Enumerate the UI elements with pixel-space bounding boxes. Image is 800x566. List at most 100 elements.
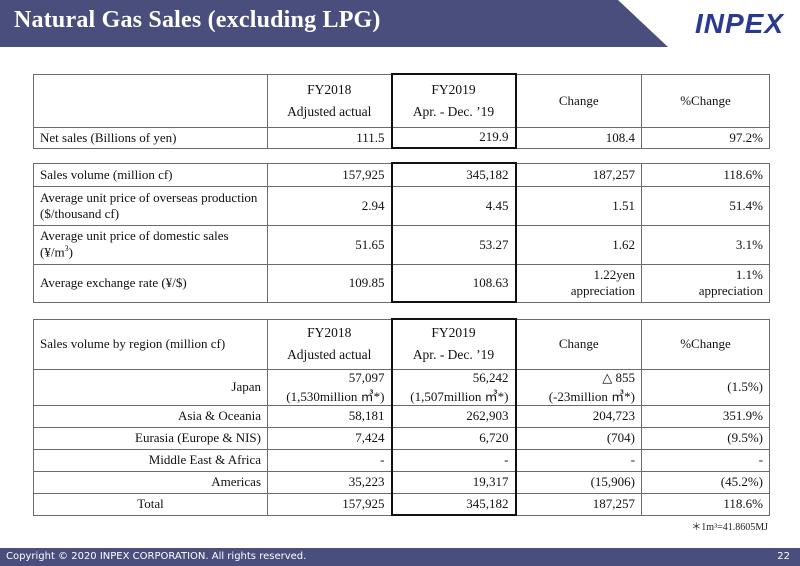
region-header-fy2019-sub: Apr. - Dec. ’19 [412,347,495,363]
header-fy2019: FY2019 Apr. - Dec. ’19 [390,73,517,128]
title-bar: Natural Gas Sales (excluding LPG) INPEX [0,0,800,47]
table-row: Japan 57,097 (1,530million ㎥*) 56,242 (1,5… [33,368,770,406]
header-fy2018-sub: Adjusted actual [287,103,372,119]
metric-change-line2: appreciation [570,283,635,298]
table-row: Average exchange rate (¥/$) 109.85 108.6… [33,263,770,303]
metric-fy2018: 157,925 [267,162,392,187]
page-number: 22 [777,551,790,562]
region-fy2019-value: 56,242 [472,369,509,385]
metric-label-sup: 3 [64,244,69,254]
region-fy2018: 35,223 [267,470,392,494]
table-row: Americas 35,223 19,317 (15,906) (45.2%) [33,470,770,494]
region-label: Middle East & Africa [33,448,268,472]
table-row: Middle East & Africa - - - - [33,448,770,472]
metric-pct-line1: 1.1% [735,267,763,282]
region-fy2018: 57,097 (1,530million ㎥*) [267,368,392,406]
footer-bar: Copyright © 2020 INPEX CORPORATION. All … [0,548,800,566]
header-row: FY2018 Adjusted actual FY2019 Apr. - Dec… [33,73,770,128]
unit-note: ＊1m³=41.8605MJ [691,522,768,533]
region-header-fy2019-year: FY2019 [431,325,476,341]
metric-change: 1.62 [515,224,642,265]
net-sales-table: FY2018 Adjusted actual FY2019 Apr. - Dec… [33,73,770,149]
region-header-pct-change: %Change [641,318,770,370]
region-pct: (1.5%) [641,368,770,406]
metric-pct: 3.1% [641,224,770,265]
region-change: (15,906) [515,470,642,494]
region-header-fy2018: FY2018 Adjusted actual [267,318,392,370]
region-header-fy2018-sub: Adjusted actual [287,347,372,362]
header-fy2019-year: FY2019 [431,81,476,97]
metric-fy2019: 345,182 [390,162,517,187]
metric-pct: 1.1% appreciation [641,263,770,303]
header-empty-cell [33,73,268,128]
metric-change: 187,257 [515,162,642,187]
metric-pct: 118.6% [641,162,770,187]
slide-title: Natural Gas Sales (excluding LPG) [14,7,381,33]
region-header-row: Sales volume by region (million cf) FY20… [33,318,770,370]
table-row: Eurasia (Europe & NIS) 7,424 6,720 (704)… [33,426,770,450]
region-change: 204,723 [515,404,642,428]
region-fy2019: 262,903 [390,404,517,428]
region-fy2018: 58,181 [267,404,392,428]
metric-label-text: Average unit price of domestic sales (¥/… [40,228,229,260]
copyright-text: Copyright © 2020 INPEX CORPORATION. All … [6,551,307,562]
region-fy2019: 56,242 (1,507million ㎥*) [390,368,517,406]
metric-label: Average unit price of overseas productio… [33,185,268,226]
table-row: Sales volume (million cf) 157,925 345,18… [33,162,770,187]
net-sales-fy2019: 219.9 [390,126,517,149]
region-fy2019: 6,720 [390,426,517,450]
metric-change: 1.51 [515,185,642,226]
region-label: Eurasia (Europe & NIS) [33,426,268,450]
metric-pct: 51.4% [641,185,770,226]
metric-label: Sales volume (million cf) [33,162,268,187]
region-header-fy2019: FY2019 Apr. - Dec. ’19 [390,318,517,370]
region-fy2019: - [390,448,517,472]
metric-label: Average exchange rate (¥/$) [33,263,268,303]
table-row: Average unit price of overseas productio… [33,185,770,226]
net-sales-fy2018: 111.5 [267,126,392,149]
metric-fy2018: 2.94 [267,185,392,226]
metric-change-line1: 1.22yen [593,267,635,282]
header-fy2018: FY2018 Adjusted actual [267,73,392,128]
header-pct-change: %Change [641,73,770,128]
region-label: Japan [33,368,268,406]
metric-fy2019: 4.45 [390,185,517,226]
region-fy2019: 19,317 [390,470,517,494]
net-sales-change: 108.4 [515,126,642,149]
region-pct: (45.2%) [641,470,770,494]
region-change: △ 855 (-23million ㎥*) [515,368,642,406]
header-fy2019-sub: Apr. - Dec. ’19 [412,103,495,119]
metric-label: Average unit price of domestic sales (¥/… [33,224,268,265]
table-row: Average unit price of domestic sales (¥/… [33,224,770,265]
inpex-logo: INPEX [694,8,784,39]
metric-label-end: ) [68,244,73,260]
region-fy2019: 345,182 [390,492,517,516]
region-label: Asia & Oceania [33,404,268,428]
region-pct: 118.6% [641,492,770,516]
region-change: (704) [515,426,642,450]
region-fy2018: 157,925 [267,492,392,516]
metric-fy2019: 108.63 [390,263,517,303]
region-change: 187,257 [515,492,642,516]
table-row-total: Total 157,925 345,182 187,257 118.6% [33,492,770,516]
net-sales-label: Net sales (Billions of yen) [33,126,268,149]
region-pct: - [641,448,770,472]
header-change: Change [515,73,642,128]
region-label: Americas [33,470,268,494]
metric-fy2019: 53.27 [390,224,517,265]
region-fy2018: 7,424 [267,426,392,450]
metric-fy2018: 109.85 [267,263,392,303]
region-header-fy2018-year: FY2018 [307,325,352,340]
region-header-label: Sales volume by region (million cf) [33,318,268,370]
region-fy2018: - [267,448,392,472]
region-fy2018-value: 57,097 [348,369,385,385]
region-fy2018-sub: (1,530million ㎥*) [286,388,385,404]
metric-pct-line2: appreciation [698,283,763,298]
metric-change: 1.22yen appreciation [515,263,642,303]
region-change: - [515,448,642,472]
table-row: Asia & Oceania 58,181 262,903 204,723 35… [33,404,770,428]
region-label: Total [33,492,268,516]
region-pct: (9.5%) [641,426,770,450]
title-banner-shape [0,0,668,47]
region-header-change: Change [515,318,642,370]
